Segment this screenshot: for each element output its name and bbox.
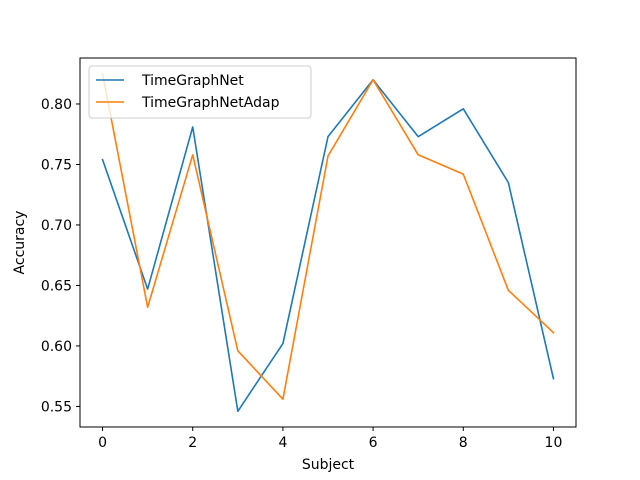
y-tick-label: 0.65 [41,278,72,294]
y-tick-label: 0.60 [41,339,72,355]
x-tick-label: 10 [545,435,563,451]
legend-label-0: TimeGraphNet [141,73,244,89]
x-tick-label: 0 [98,435,107,451]
legend: TimeGraphNet TimeGraphNetAdap [88,65,312,119]
x-tick-label: 6 [369,435,378,451]
x-tick-label: 8 [459,435,468,451]
legend-label-1: TimeGraphNetAdap [141,95,280,111]
x-tick-label: 4 [278,435,287,451]
y-tick-label: 0.70 [41,218,72,234]
x-axis-label: Subject [302,457,355,473]
y-tick-label: 0.75 [41,157,72,173]
y-tick-label: 0.55 [41,399,72,415]
plot-area-frame [79,57,577,428]
x-tick-label: 2 [188,435,197,451]
x-axis: 0 2 4 6 8 10 [98,427,562,451]
series-line-0 [101,78,555,413]
legend-box [88,65,312,119]
series-layer [101,72,555,413]
y-axis-label: Accuracy [12,211,28,275]
y-tick-label: 0.80 [41,97,72,113]
series-line-1 [101,72,555,400]
y-axis: 0.55 0.60 0.65 0.70 0.75 0.80 [41,97,80,415]
